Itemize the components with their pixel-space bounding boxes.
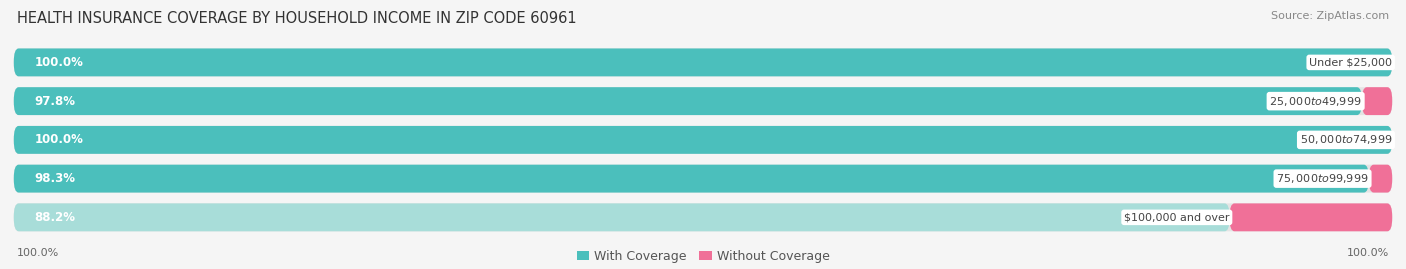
FancyBboxPatch shape <box>14 48 1392 76</box>
Text: $25,000 to $49,999: $25,000 to $49,999 <box>1270 95 1362 108</box>
FancyBboxPatch shape <box>14 48 1392 76</box>
FancyBboxPatch shape <box>14 203 1392 231</box>
FancyBboxPatch shape <box>14 126 1392 154</box>
Text: HEALTH INSURANCE COVERAGE BY HOUSEHOLD INCOME IN ZIP CODE 60961: HEALTH INSURANCE COVERAGE BY HOUSEHOLD I… <box>17 11 576 26</box>
FancyBboxPatch shape <box>14 87 1362 115</box>
Text: 100.0%: 100.0% <box>35 133 83 146</box>
FancyBboxPatch shape <box>14 126 1392 154</box>
FancyBboxPatch shape <box>1230 203 1392 231</box>
FancyBboxPatch shape <box>14 165 1392 193</box>
Text: 100.0%: 100.0% <box>17 248 59 258</box>
Text: 88.2%: 88.2% <box>35 211 76 224</box>
Text: $50,000 to $74,999: $50,000 to $74,999 <box>1299 133 1392 146</box>
Text: 98.3%: 98.3% <box>35 172 76 185</box>
FancyBboxPatch shape <box>1362 87 1392 115</box>
Text: Under $25,000: Under $25,000 <box>1309 57 1392 68</box>
Text: Source: ZipAtlas.com: Source: ZipAtlas.com <box>1271 11 1389 21</box>
Text: $75,000 to $99,999: $75,000 to $99,999 <box>1277 172 1369 185</box>
Text: 97.8%: 97.8% <box>35 95 76 108</box>
Text: $100,000 and over: $100,000 and over <box>1123 212 1230 222</box>
FancyBboxPatch shape <box>14 203 1230 231</box>
Text: 100.0%: 100.0% <box>1347 248 1389 258</box>
FancyBboxPatch shape <box>14 165 1369 193</box>
FancyBboxPatch shape <box>1369 165 1392 193</box>
Legend: With Coverage, Without Coverage: With Coverage, Without Coverage <box>576 250 830 263</box>
FancyBboxPatch shape <box>14 87 1392 115</box>
Text: 100.0%: 100.0% <box>35 56 83 69</box>
